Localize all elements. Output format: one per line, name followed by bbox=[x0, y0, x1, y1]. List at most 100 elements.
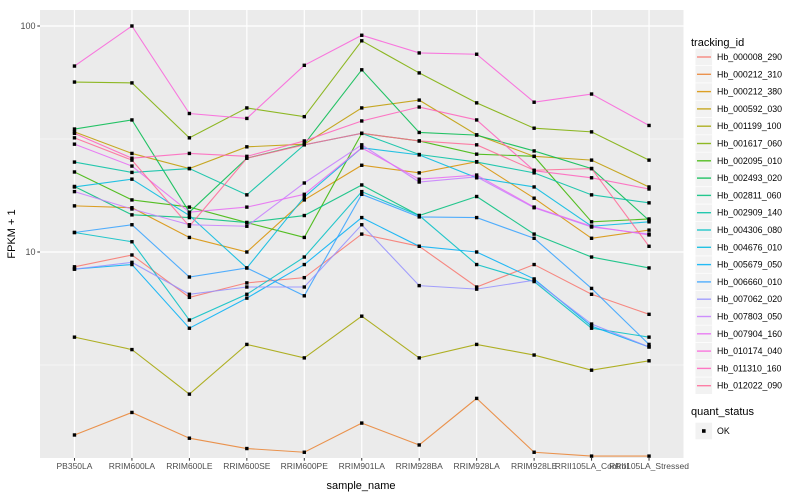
data-point bbox=[532, 236, 536, 240]
data-point bbox=[72, 189, 77, 194]
x-tick-label: RRIM600LE bbox=[166, 461, 213, 471]
data-point bbox=[474, 173, 479, 177]
legend-entry: Hb_007803_050 bbox=[695, 308, 782, 325]
legend-label: Hb_007803_050 bbox=[717, 312, 782, 322]
data-point bbox=[647, 228, 651, 232]
legend-entry: Hb_000008_290 bbox=[695, 48, 782, 66]
data-point bbox=[302, 192, 306, 197]
data-point bbox=[360, 183, 364, 187]
x-tick-label: RRIM901LA bbox=[339, 461, 386, 471]
data-point bbox=[647, 187, 651, 191]
data-point bbox=[474, 118, 479, 122]
data-point bbox=[417, 215, 421, 219]
legend-label: Hb_005679_050 bbox=[717, 260, 782, 270]
data-point bbox=[360, 143, 364, 147]
data-point bbox=[187, 151, 192, 156]
data-point bbox=[302, 235, 306, 240]
data-point bbox=[302, 213, 306, 218]
data-point bbox=[187, 392, 192, 396]
data-point bbox=[245, 292, 249, 296]
data-point bbox=[360, 215, 364, 220]
data-point bbox=[532, 278, 536, 282]
data-point bbox=[245, 446, 249, 451]
legend-label: Hb_012022_090 bbox=[717, 381, 782, 391]
quant-status-marker bbox=[702, 429, 706, 433]
legend-entry: Hb_002095_010 bbox=[695, 152, 782, 170]
data-point bbox=[360, 232, 364, 236]
data-point bbox=[417, 356, 421, 360]
data-point bbox=[360, 119, 364, 123]
x-axis-title: sample_name bbox=[326, 480, 395, 492]
data-point bbox=[130, 177, 134, 181]
data-point bbox=[245, 220, 249, 225]
data-point bbox=[417, 443, 421, 447]
data-point bbox=[589, 322, 594, 326]
legend-entry: Hb_002811_060 bbox=[695, 187, 782, 204]
axes-layer: 100 10 PB350LA RRIM600LA RRIM600LE RRIM600SE R… bbox=[20, 21, 689, 471]
legend-label: Hb_002909_140 bbox=[717, 208, 782, 218]
data-point bbox=[130, 262, 134, 267]
data-point bbox=[589, 324, 594, 328]
data-point bbox=[130, 24, 134, 28]
data-point bbox=[589, 158, 594, 162]
data-point bbox=[187, 235, 192, 240]
data-point bbox=[245, 156, 249, 160]
y-tick-label: 10 bbox=[25, 247, 35, 257]
data-point bbox=[245, 116, 249, 121]
data-point bbox=[245, 250, 249, 254]
data-point bbox=[72, 230, 77, 235]
data-point bbox=[647, 201, 651, 205]
legend-entry: Hb_004676_010 bbox=[695, 239, 782, 256]
legend-entry: Hb_000212_380 bbox=[695, 83, 782, 100]
data-point bbox=[589, 193, 594, 197]
data-point bbox=[245, 154, 249, 159]
data-point bbox=[647, 312, 651, 317]
legend-label: Hb_002811_060 bbox=[717, 190, 782, 200]
data-point bbox=[245, 281, 249, 285]
data-point bbox=[302, 114, 306, 119]
data-point bbox=[474, 285, 479, 289]
data-point bbox=[360, 146, 364, 150]
data-point bbox=[130, 240, 134, 244]
data-point bbox=[72, 80, 77, 84]
data-point bbox=[360, 163, 364, 167]
data-point bbox=[72, 136, 77, 140]
data-point bbox=[130, 164, 134, 168]
legend-label: Hb_000008_290 bbox=[717, 52, 782, 62]
data-point bbox=[72, 433, 77, 437]
x-tick-label: RRIM600SE bbox=[223, 461, 271, 471]
data-point bbox=[130, 207, 134, 211]
data-point bbox=[532, 100, 536, 104]
data-point bbox=[417, 283, 421, 288]
legend-entry: Hb_001199_100 bbox=[695, 117, 782, 135]
legend-label: Hb_006660_010 bbox=[717, 277, 782, 287]
data-point bbox=[647, 185, 651, 189]
data-point bbox=[532, 196, 536, 200]
data-point bbox=[302, 275, 306, 280]
legend-label: Hb_002493_020 bbox=[717, 173, 782, 183]
data-point bbox=[360, 39, 364, 43]
data-point bbox=[302, 63, 306, 68]
legend-entry: Hb_001617_060 bbox=[695, 135, 782, 152]
y-axis-title: FPKM + 1 bbox=[6, 209, 18, 258]
data-point bbox=[474, 215, 479, 220]
data-point bbox=[360, 421, 364, 425]
data-points-layer bbox=[72, 24, 651, 458]
data-point bbox=[187, 166, 192, 171]
data-point bbox=[532, 185, 536, 189]
data-point bbox=[417, 153, 421, 157]
data-point bbox=[589, 236, 594, 240]
data-point bbox=[589, 176, 594, 180]
data-point bbox=[532, 171, 536, 175]
data-point bbox=[532, 353, 536, 357]
data-point bbox=[474, 262, 479, 267]
data-point bbox=[589, 368, 594, 372]
legend-entry: Hb_000592_030 bbox=[695, 100, 782, 118]
data-point bbox=[360, 33, 364, 37]
data-point bbox=[474, 396, 479, 401]
legend-label: Hb_007904_160 bbox=[717, 329, 782, 339]
data-point bbox=[302, 262, 306, 267]
data-point bbox=[532, 262, 536, 267]
data-point bbox=[187, 215, 192, 220]
